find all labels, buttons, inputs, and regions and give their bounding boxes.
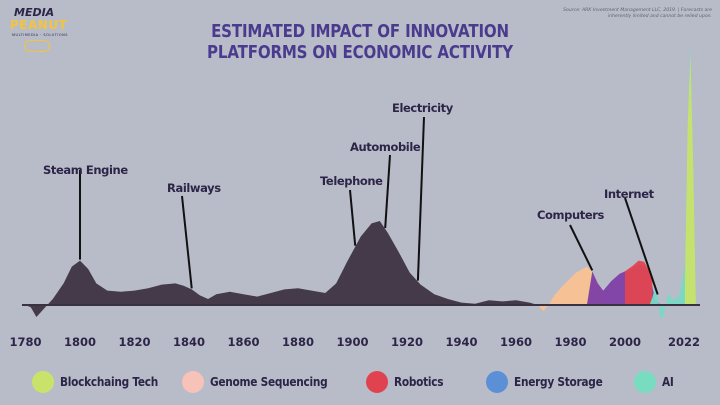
- x-tick-label: 1900: [336, 335, 368, 349]
- annotation-label-automobile: Automobile: [350, 140, 421, 154]
- legend-item: Energy Storage: [486, 370, 615, 394]
- x-tick-label: 1800: [64, 335, 96, 349]
- legend-item: Genome Sequencing: [182, 370, 343, 394]
- legend-label: Genome Sequencing: [210, 375, 328, 389]
- series-area-blockchaing-tech: [685, 53, 696, 305]
- legend-label: Energy Storage: [514, 375, 603, 389]
- x-tick-label: 1960: [500, 335, 532, 349]
- source-note: Source: ARK Investment Management LLC, 2…: [563, 8, 712, 19]
- annotation-line-computers: [569, 224, 594, 271]
- annotation-line-electricity: [416, 116, 425, 281]
- x-tick-label: 2022: [668, 335, 700, 349]
- legend-swatch: [32, 371, 54, 393]
- annotation-label-internet: Internet: [604, 187, 655, 201]
- series-area-energy-storage: [625, 260, 653, 305]
- annotation-line-internet: [624, 197, 659, 295]
- annotation-label-telephone: Telephone: [320, 174, 383, 188]
- chart-legend: Blockchaing Tech Genome Sequencing Robotic…: [0, 368, 720, 396]
- x-tick-label: 1820: [118, 335, 150, 349]
- x-tick-label: 1980: [554, 335, 586, 349]
- legend-label: Robotics: [394, 375, 444, 389]
- annotation-line-railways: [181, 195, 193, 289]
- legend-label: Blockchaing Tech: [60, 375, 159, 389]
- legend-item: Robotics: [366, 370, 450, 394]
- x-tick-label: 1940: [445, 335, 477, 349]
- logo-tagline: MULTIMEDIA · SOLUTIONS: [12, 33, 68, 37]
- legend-swatch: [634, 371, 656, 393]
- legend-item: AI: [634, 370, 675, 394]
- x-tick-label: 1780: [9, 335, 41, 349]
- logo-line1: MEDIA: [14, 6, 55, 19]
- legend-swatch: [486, 371, 508, 393]
- x-tick-label: 1840: [173, 335, 205, 349]
- x-tick-label: 1880: [282, 335, 314, 349]
- legend-swatch: [182, 371, 204, 393]
- peanut-icon: [24, 40, 50, 52]
- annotation-line-automobile: [384, 154, 391, 229]
- annotation-line-telephone: [349, 189, 357, 246]
- legend-label: AI: [662, 375, 674, 389]
- annotation-label-electricity: Electricity: [392, 101, 454, 115]
- logo-line2: PEANUT: [10, 18, 68, 32]
- x-tick-label: 1920: [391, 335, 423, 349]
- annotation-label-computers: Computers: [537, 208, 605, 222]
- legend-swatch: [366, 371, 388, 393]
- legend-item: Blockchaing Tech: [32, 370, 171, 394]
- historical-area: [25, 221, 538, 317]
- x-tick-label: 1860: [227, 335, 259, 349]
- x-tick-label: 2000: [609, 335, 641, 349]
- chart-title: ESTIMATED IMPACT OF INNOVATION PLATFORMS…: [207, 22, 513, 63]
- media-peanut-logo: MEDIA PEANUT MULTIMEDIA · SOLUTIONS: [8, 6, 70, 56]
- annotation-label-railways: Railways: [167, 181, 221, 195]
- annotation-label-steam-engine: Steam Engine: [43, 163, 128, 177]
